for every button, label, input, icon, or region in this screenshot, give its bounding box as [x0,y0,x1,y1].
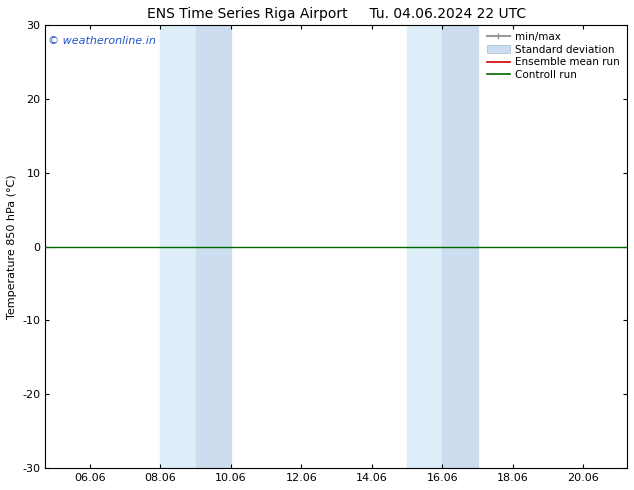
Bar [443,25,477,468]
Bar [407,25,443,468]
Legend: min/max, Standard deviation, Ensemble mean run, Controll run: min/max, Standard deviation, Ensemble me… [485,30,622,82]
Text: © weatheronline.in: © weatheronline.in [48,36,156,46]
Title: ENS Time Series Riga Airport     Tu. 04.06.2024 22 UTC: ENS Time Series Riga Airport Tu. 04.06.2… [146,7,526,21]
Bar [196,25,231,468]
Bar [160,25,196,468]
Y-axis label: Temperature 850 hPa (°C): Temperature 850 hPa (°C) [7,174,17,319]
